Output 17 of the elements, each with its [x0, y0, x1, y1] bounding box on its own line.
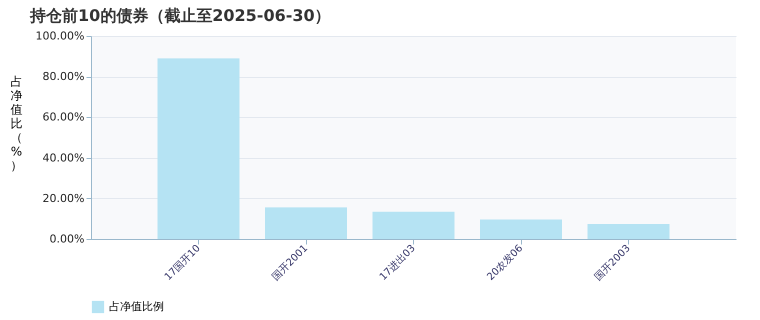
- y-tick-label: 0.00%: [50, 232, 84, 246]
- y-tick-label: 100.00%: [36, 30, 84, 42]
- x-tick-label: 17进出03: [377, 242, 418, 283]
- chart-title: 持仓前10的债券（截止至2025-06-30）: [29, 6, 331, 25]
- bar: [158, 58, 240, 239]
- y-tick-label: 60.00%: [42, 110, 84, 124]
- x-tick-label: 20农发06: [485, 242, 526, 283]
- y-tick-label: 80.00%: [42, 70, 84, 84]
- x-tick-label: 17国开10: [162, 242, 203, 283]
- bar: [480, 220, 562, 239]
- y-tick-label: 20.00%: [42, 192, 84, 205]
- bar: [372, 212, 454, 239]
- y-axis-title: 占净值比（%）: [10, 74, 22, 172]
- bar: [588, 224, 670, 239]
- bar: [265, 207, 347, 239]
- legend-label: 占净值比例: [109, 300, 164, 313]
- y-tick-label: 40.00%: [42, 151, 84, 164]
